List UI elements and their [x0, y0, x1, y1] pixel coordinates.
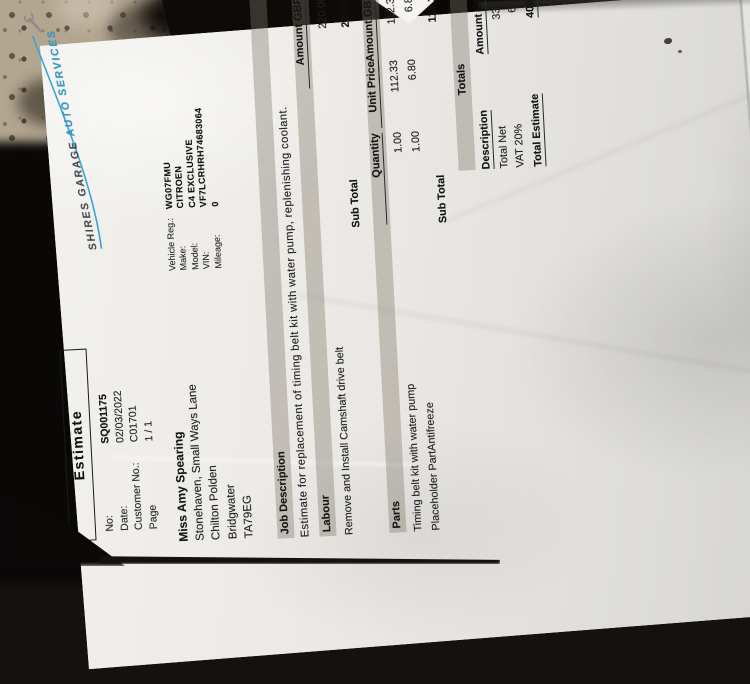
part-description: Placeholder PartAntifreeze	[423, 401, 443, 531]
part-qty: 1.00	[391, 131, 405, 154]
field-value: 1 / 1	[141, 420, 155, 442]
part-amount: 6.80	[402, 0, 416, 13]
parts-qty-header: Quantity	[368, 132, 388, 226]
customer-address-block: Miss Amy Spearing Stonehaven, Small Ways…	[168, 381, 259, 542]
parts-amount-header: Amount GBP	[361, 0, 381, 86]
estimate-title-box: Estimate	[59, 348, 97, 542]
labour-amount-header: Amount GBP	[291, 0, 311, 90]
totals-amount: 339.13	[489, 0, 503, 20]
bottom-shadow	[100, 556, 500, 564]
vehicle-label: Mileage:	[211, 234, 224, 269]
labour-heading: Labour	[319, 494, 334, 533]
header-fields: No: SQ001175 Date: 02/03/2022 Customer N…	[92, 309, 161, 532]
totals-band: Totals	[449, 0, 476, 171]
labour-amount: 220.00	[315, 0, 330, 30]
total-estimate-label: Total Estimate	[528, 93, 547, 167]
labour-subtotal-amount: 220.00	[338, 0, 353, 28]
job-description-heading: Job Description	[275, 451, 292, 535]
totals-amount-header: Amount GBP	[471, 0, 489, 56]
part-qty: 1.00	[409, 130, 423, 153]
photo-of-estimate-document: { "logo": { "primary": "SHIRES GARAGE ",…	[0, 0, 750, 670]
vehicle-details-block: Vehicle Reg.: WG07FMU Make: CITROEN Mode…	[159, 107, 224, 271]
field-value: C01701	[126, 405, 141, 443]
field-value: 02/03/2022	[111, 390, 126, 444]
totals-label: VAT 20%	[512, 123, 527, 168]
totals-amount: 67.83	[505, 0, 518, 13]
parts-subtotal-label: Sub Total	[434, 174, 450, 224]
parts-subtotal-amount: 119.13	[425, 0, 439, 23]
logo-swoosh	[23, 12, 103, 249]
estimate-document: Estimate No: SQ001175 Date: 02/03/2022 C…	[23, 0, 589, 550]
labour-description: Remove and Install Camshaft drive belt	[333, 346, 356, 536]
garage-logo: SHIRES GARAGE AUTO SERVICES	[23, 0, 117, 256]
labour-subtotal-label: Sub Total	[348, 179, 363, 228]
vehicle-value: 0	[209, 201, 220, 207]
totals-desc-header: Description	[477, 109, 495, 170]
part-description: Timing belt kit with water pump	[404, 383, 425, 532]
dirt-speck	[664, 38, 672, 44]
totals-block: Totals Description Amount GBP Total Net …	[449, 0, 547, 171]
total-estimate-amount: 406.96	[523, 0, 539, 19]
parts-heading: Parts	[389, 500, 404, 529]
part-amount: 112.33	[384, 0, 398, 25]
dirt-speck	[678, 50, 682, 53]
totals-label: Total Net	[496, 125, 511, 169]
totals-total-row: Total Estimate 406.96	[523, 0, 547, 167]
